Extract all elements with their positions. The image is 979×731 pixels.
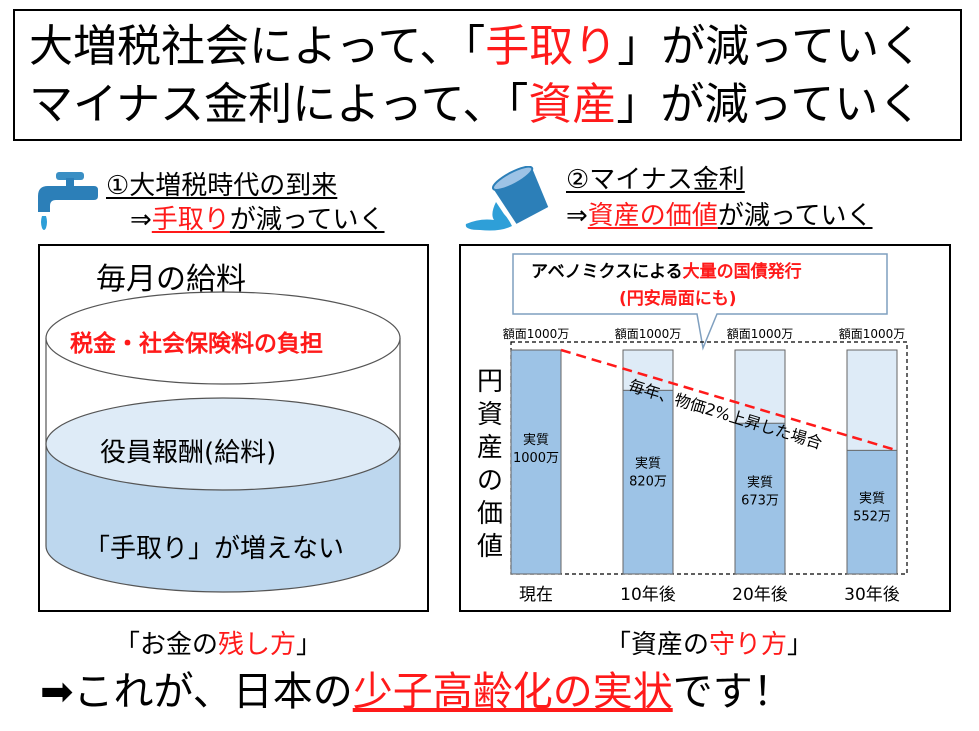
left-caption: 「お金の残し方」 xyxy=(114,624,322,661)
callout-pre: アベノミクスによる xyxy=(531,262,683,282)
title-line-2-red: 資産 xyxy=(528,79,617,130)
left-heading-text-1: ①大増税時代の到来 xyxy=(106,171,338,201)
left-heading-post: が減っていく xyxy=(229,205,385,235)
category-label: 20年後 xyxy=(732,585,788,605)
real-value-label: 実質 xyxy=(523,432,549,448)
right-heading-line-1: ②マイナス金利 xyxy=(566,164,745,196)
chart-frame xyxy=(510,341,908,575)
callout-line-1: アベノミクスによる大量の国債発行 xyxy=(531,257,802,282)
real-value-label: 実質 xyxy=(747,475,773,491)
bottom-conclusion: ➡これが、日本の少子高齢化の実状です！ xyxy=(40,668,793,716)
title-box: 大増税社会によって、「手取り」が減っていく マイナス金利によって、「資産」が減っ… xyxy=(13,9,962,141)
faucet-icon xyxy=(38,172,98,230)
face-value-label: 額面1000万 xyxy=(615,327,682,341)
takehome-label: 「手取り」が増えない xyxy=(84,534,345,564)
left-caption-post: 」 xyxy=(296,630,323,660)
spilled-cup-icon xyxy=(465,166,549,231)
right-heading-post: が減っていく xyxy=(717,201,873,231)
left-heading-red: 手取り xyxy=(151,205,230,235)
salary-cylinder xyxy=(45,291,401,593)
bottom-pre: これが、日本の xyxy=(73,669,353,715)
bottom-red: 少子高齢化の実状 xyxy=(352,669,673,715)
right-heading-arrow: ⇒ xyxy=(566,201,588,231)
asset-chart-panel: アベノミクスによる大量の国債発行 (円安局面にも) 円資産の価値 額面1000万… xyxy=(459,244,951,612)
face-value-label: 額面1000万 xyxy=(727,327,794,341)
title-line-1-pre: 大増税社会によって、「 xyxy=(29,21,486,72)
callout-box xyxy=(512,253,888,351)
face-value-label: 額面1000万 xyxy=(503,327,570,341)
right-caption-red: 守り方 xyxy=(709,630,788,660)
category-label: 現在 xyxy=(519,585,553,605)
salary-title: 毎月の給料 xyxy=(96,262,246,297)
y-axis-label: 円資産の価値 xyxy=(476,367,503,562)
title-line-2: マイナス金利によって、「資産」が減っていく xyxy=(29,79,922,131)
right-caption-post: 」 xyxy=(787,630,814,660)
category-label: 10年後 xyxy=(620,585,676,605)
left-heading-line-2: ⇒手取りが減っていく xyxy=(130,204,385,236)
title-line-1-post: 」が減っていく xyxy=(617,21,924,72)
salary-panel: 毎月の給料 税金・社会保険料の負担 役員報酬(給料) 「手取り」が増えない xyxy=(38,244,429,612)
callout-red: 大量の国債発行 xyxy=(682,262,802,282)
left-heading-line-1: ①大増税時代の到来 xyxy=(106,170,337,202)
bar-real-value xyxy=(846,449,898,575)
tax-burden-label: 税金・社会保険料の負担 xyxy=(70,331,323,357)
right-heading-text-1: ②マイナス金利 xyxy=(566,165,745,195)
left-heading-arrow: ⇒ xyxy=(130,205,152,235)
bar-real-value xyxy=(622,389,674,575)
bar-real-value xyxy=(734,422,786,575)
title-line-1-red: 手取り xyxy=(485,21,618,72)
real-value-label: 実質 xyxy=(635,455,661,471)
trend-line xyxy=(560,348,898,452)
right-caption: 「資産の守り方」 xyxy=(605,624,813,661)
bar-real-value xyxy=(510,349,562,575)
real-value-label: 673万 xyxy=(741,494,779,509)
right-caption-pre: 「資産の xyxy=(605,630,710,660)
right-heading-line-2: ⇒資産の価値が減っていく xyxy=(566,200,873,232)
face-value-label: 額面1000万 xyxy=(839,327,906,341)
title-line-1: 大増税社会によって、「手取り」が減っていく xyxy=(29,21,923,73)
right-arrow-icon: ➡ xyxy=(40,669,74,715)
bottom-post: です！ xyxy=(672,669,793,715)
callout-line-2: (円安局面にも) xyxy=(619,289,737,309)
real-value-label: 1000万 xyxy=(513,451,559,466)
asset-bar-chart: 額面1000万実質1000万現在額面1000万実質820万10年後額面1000万… xyxy=(503,327,908,605)
compensation-label: 役員報酬(給料) xyxy=(100,438,277,468)
real-value-label: 552万 xyxy=(853,509,891,524)
category-label: 30年後 xyxy=(844,585,900,605)
left-caption-pre: 「お金の xyxy=(114,630,219,660)
left-caption-red: 残し方 xyxy=(218,630,297,660)
right-heading-red: 資産の価値 xyxy=(587,201,718,231)
real-value-label: 820万 xyxy=(629,474,667,489)
title-line-2-post: 」が減っていく xyxy=(616,79,923,130)
real-value-label: 実質 xyxy=(859,490,885,506)
title-line-2-pre: マイナス金利によって、「 xyxy=(29,79,529,130)
